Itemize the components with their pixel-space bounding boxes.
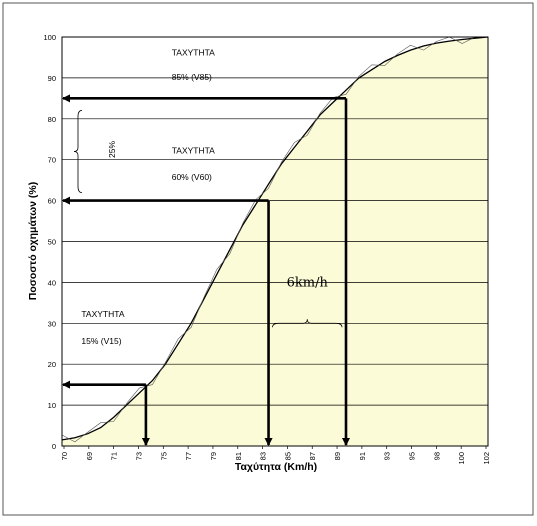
y-tick-label-100: 100 — [43, 33, 56, 42]
y-tick-label-20: 20 — [48, 360, 56, 369]
y-axis-title: Ποσοστό οχημάτων (%) — [27, 182, 39, 301]
x-tick-label-8: 83 — [259, 452, 268, 460]
x-tick-label-9: 85 — [283, 452, 292, 460]
y-tick-label-0: 0 — [52, 442, 56, 451]
y-tick-label-10: 10 — [48, 401, 56, 410]
percent-gap-brace — [73, 109, 83, 193]
x-tick-label-2: 71 — [110, 452, 119, 460]
x-axis-title: Ταχύτητα (Km/h) — [235, 461, 317, 473]
x-tick-label-14: 95 — [408, 452, 417, 460]
y-tick-label-90: 90 — [48, 74, 56, 83]
x-tick-label-0: 70 — [60, 452, 69, 460]
x-tick-label-13: 93 — [383, 452, 392, 460]
x-tick-label-17: 102 — [482, 452, 491, 465]
y-tick-label-40: 40 — [48, 278, 56, 287]
y-tick-label-80: 80 — [48, 115, 56, 124]
speed-gap-brace — [272, 319, 343, 328]
x-tick-label-6: 79 — [209, 452, 218, 460]
y-tick-label-60: 60 — [48, 197, 56, 206]
annotation-percent-gap: 25% — [107, 141, 117, 158]
cumulative-curve — [61, 36, 489, 441]
x-tick-label-15: 98 — [432, 452, 441, 460]
y-tick-label-50: 50 — [48, 238, 56, 247]
annotation-a85-label: 85% (V85) — [172, 72, 212, 82]
plot-area-border — [61, 36, 489, 447]
x-tick-label-5: 77 — [184, 452, 193, 460]
annotation-speed-gap: 6km/h — [287, 275, 329, 290]
x-tick-label-16: 100 — [457, 452, 466, 465]
x-tick-label-12: 91 — [358, 452, 367, 460]
x-tick-label-3: 73 — [134, 452, 143, 460]
annotation-a85-title: ΤΑΧΥΤΗΤΑ — [172, 47, 215, 57]
raw-data-line — [61, 36, 488, 443]
x-tick-label-4: 75 — [159, 452, 168, 460]
y-tick-label-30: 30 — [48, 319, 56, 328]
y-tick-label-70: 70 — [48, 156, 56, 165]
x-tick-label-7: 81 — [234, 452, 243, 460]
annotation-a15-title: ΤΑΧΥΤΗΤΑ — [81, 309, 124, 319]
x-tick-label-10: 87 — [308, 452, 317, 460]
annotation-a60-label: 60% (V60) — [172, 172, 212, 182]
annotation-a60-title: ΤΑΧΥΤΗΤΑ — [172, 146, 215, 156]
x-tick-label-11: 89 — [333, 452, 342, 460]
x-tick-label-1: 69 — [85, 452, 94, 460]
annotation-a15-label: 15% (V15) — [81, 336, 121, 346]
